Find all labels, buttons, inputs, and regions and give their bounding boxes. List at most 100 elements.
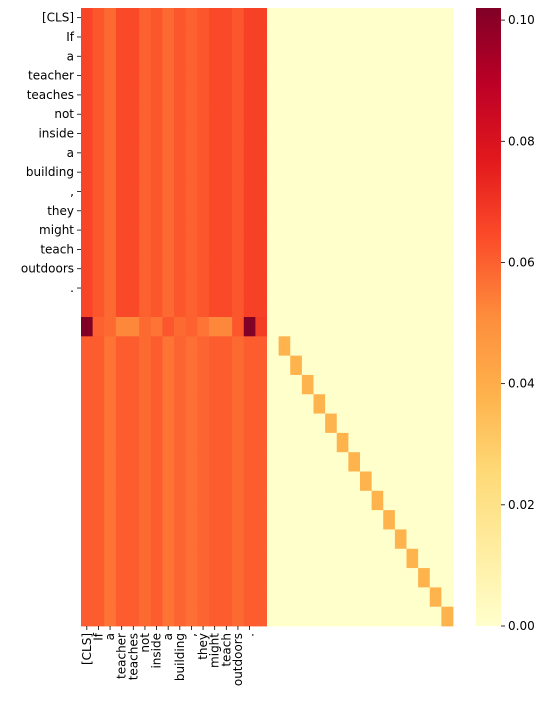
heatmap-cell: [348, 65, 361, 86]
heatmap-cell: [360, 490, 373, 511]
heatmap-cell: [115, 471, 128, 492]
heatmap-cell: [185, 46, 198, 67]
heatmap-cell: [429, 85, 442, 105]
heatmap-cell: [92, 510, 105, 530]
heatmap-cell: [92, 46, 105, 67]
heatmap-cell: [115, 201, 128, 221]
heatmap-cell: [325, 510, 338, 530]
heatmap-cell: [185, 471, 198, 492]
heatmap-cell: [360, 374, 373, 395]
x-tick-label: inside: [150, 633, 164, 669]
heatmap-cell: [150, 317, 163, 337]
heatmap-cell: [162, 568, 175, 588]
heatmap-cell: [360, 297, 373, 318]
heatmap-cell: [301, 471, 314, 492]
heatmap-cell: [162, 162, 175, 183]
heatmap-cell: [220, 413, 233, 434]
heatmap-cell: [92, 490, 105, 511]
heatmap-cell: [104, 452, 117, 472]
heatmap-cell: [290, 27, 303, 48]
heatmap-cell: [185, 278, 198, 299]
heatmap-cell: [197, 568, 210, 588]
heatmap-cell: [174, 201, 187, 221]
heatmap-cell: [429, 510, 442, 530]
heatmap-cell: [104, 259, 117, 279]
heatmap-cell: [371, 568, 384, 588]
heatmap-cell: [348, 297, 361, 318]
heatmap-cell: [185, 606, 198, 627]
heatmap-cell: [360, 452, 373, 472]
heatmap-cell: [92, 8, 105, 28]
heatmap-cell: [313, 85, 326, 105]
heatmap-cell: [441, 278, 454, 299]
heatmap-cell: [394, 548, 407, 569]
heatmap-cell: [197, 259, 210, 279]
heatmap-cell: [278, 46, 291, 67]
heatmap-cell: [441, 355, 454, 376]
heatmap-cell: [394, 181, 407, 202]
heatmap-cell: [197, 220, 210, 241]
heatmap-cell: [336, 181, 349, 202]
heatmap-cell: [325, 432, 338, 453]
heatmap-cell: [406, 529, 419, 550]
heatmap-cell: [429, 606, 442, 627]
heatmap-cell: [208, 220, 221, 241]
heatmap-cell: [115, 104, 128, 125]
heatmap-cell: [301, 239, 314, 260]
heatmap-cell: [301, 162, 314, 183]
heatmap-cell: [394, 510, 407, 530]
heatmap-cell: [441, 220, 454, 241]
heatmap-cell: [220, 317, 233, 337]
heatmap-cell: [104, 432, 117, 453]
heatmap-cell: [92, 394, 105, 414]
heatmap-cell: [139, 432, 152, 453]
heatmap-cell: [81, 181, 94, 202]
heatmap-cell: [290, 413, 303, 434]
heatmap-cell: [290, 490, 303, 511]
heatmap-cell: [336, 529, 349, 550]
heatmap-cell: [278, 510, 291, 530]
heatmap-cell: [162, 143, 175, 163]
heatmap-cell: [197, 143, 210, 163]
heatmap-cell: [162, 104, 175, 125]
heatmap-cell: [162, 394, 175, 414]
heatmap-cell: [336, 65, 349, 86]
heatmap-cell: [383, 123, 396, 144]
heatmap-cell: [313, 239, 326, 260]
heatmap-cell: [418, 278, 431, 299]
heatmap-cell: [406, 548, 419, 569]
heatmap-cell: [104, 8, 117, 28]
heatmap-cell: [290, 355, 303, 376]
heatmap-cell: [174, 8, 187, 28]
heatmap-cell: [162, 432, 175, 453]
heatmap-cell: [139, 394, 152, 414]
heatmap-cell: [162, 355, 175, 376]
heatmap-cell: [220, 297, 233, 318]
heatmap-cell: [185, 85, 198, 105]
heatmap-cell: [336, 85, 349, 105]
heatmap-cell: [348, 104, 361, 125]
heatmap-cell: [348, 432, 361, 453]
heatmap-cell: [336, 278, 349, 299]
heatmap-cell: [185, 355, 198, 376]
heatmap-cell: [429, 181, 442, 202]
heatmap-cell: [394, 46, 407, 67]
heatmap-cell: [348, 587, 361, 608]
heatmap-cell: [162, 587, 175, 608]
heatmap-cell: [371, 374, 384, 395]
heatmap-cell: [313, 432, 326, 453]
heatmap-cell: [406, 394, 419, 414]
heatmap-cell: [406, 259, 419, 279]
heatmap-cell: [232, 297, 245, 318]
colorbar-ticks: 0.00 0.02 0.04 0.06 0.08 0.10: [501, 13, 535, 633]
heatmap-cell: [150, 587, 163, 608]
heatmap-cell: [92, 452, 105, 472]
heatmap-cell: [127, 201, 140, 221]
heatmap-cell: [429, 529, 442, 550]
heatmap-cell: [127, 510, 140, 530]
heatmap-cell: [232, 8, 245, 28]
heatmap-cell: [383, 317, 396, 337]
heatmap-cell: [267, 490, 280, 511]
heatmap-cell: [81, 239, 94, 260]
heatmap-cell: [360, 239, 373, 260]
